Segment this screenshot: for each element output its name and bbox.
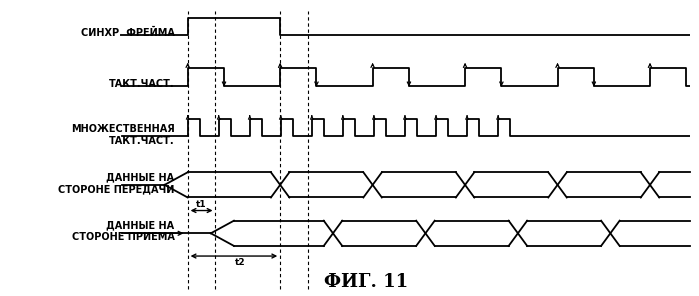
Text: СИНХР. ФРЕЙМА: СИНХР. ФРЕЙМА: [80, 28, 175, 38]
Text: t2: t2: [236, 258, 246, 267]
Text: ДАННЫЕ НА
СТОРОНЕ ПЕРЕДАЧИ: ДАННЫЕ НА СТОРОНЕ ПЕРЕДАЧИ: [58, 172, 175, 194]
Text: ТАКТ.ЧАСТ.: ТАКТ.ЧАСТ.: [109, 79, 175, 89]
Text: t1: t1: [196, 200, 207, 209]
Text: ДАННЫЕ НА
СТОРОНЕ ПРИЕМА: ДАННЫЕ НА СТОРОНЕ ПРИЕМА: [71, 221, 175, 242]
Text: МНОЖЕСТВЕННАЯ
ТАКТ.ЧАСТ.: МНОЖЕСТВЕННАЯ ТАКТ.ЧАСТ.: [71, 124, 175, 146]
Text: ФИГ. 11: ФИГ. 11: [324, 273, 408, 291]
